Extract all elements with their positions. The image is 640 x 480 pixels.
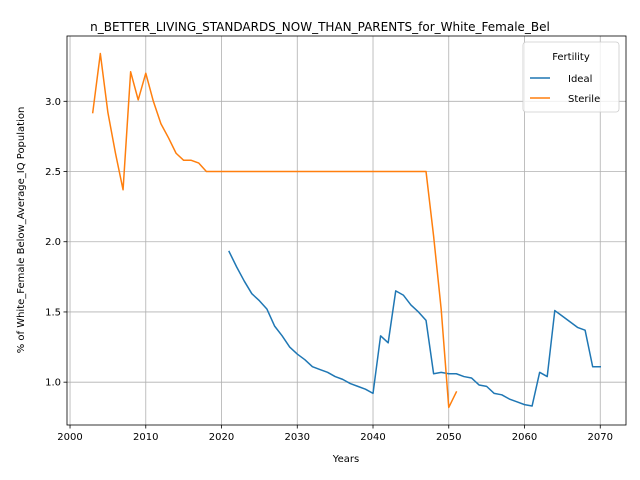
x-tick-label: 2040 [360, 432, 385, 443]
x-tick-label: 2070 [588, 432, 613, 443]
legend-label-sterile: Sterile [568, 94, 600, 105]
axis-ticks: 2000 2010 2020 2030 2040 2050 2060 2070 1.0 1.5 2.… [45, 97, 613, 443]
series-lines [91, 52, 601, 409]
legend-label-ideal: Ideal [568, 74, 592, 85]
plot-frame [66, 35, 627, 426]
x-tick-label: 2020 [209, 432, 234, 443]
y-tick-label: 1.5 [45, 307, 61, 318]
chart-title: n_BETTER_LIVING_STANDARDS_NOW_THAN_PAREN… [90, 20, 550, 34]
x-axis-label: Years [332, 454, 359, 465]
legend-box [522, 41, 620, 113]
series-line-ideal [228, 250, 601, 407]
x-tick-label: 2000 [57, 432, 82, 443]
y-tick-label: 2.0 [45, 237, 61, 248]
y-tick-label: 1.0 [45, 378, 61, 389]
legend-title: Fertility [552, 52, 590, 63]
x-tick-label: 2060 [512, 432, 537, 443]
series-line-sterile [91, 52, 458, 409]
y-tick-label: 3.0 [45, 97, 61, 108]
y-tick-label: 2.5 [45, 167, 61, 178]
x-tick-label: 2050 [436, 432, 461, 443]
x-tick-label: 2030 [285, 432, 310, 443]
legend: Fertility Ideal Sterile [522, 41, 620, 113]
x-tick-label: 2010 [133, 432, 158, 443]
y-axis-label: % of White_Female Below_Average_IQ Popul… [16, 107, 27, 354]
